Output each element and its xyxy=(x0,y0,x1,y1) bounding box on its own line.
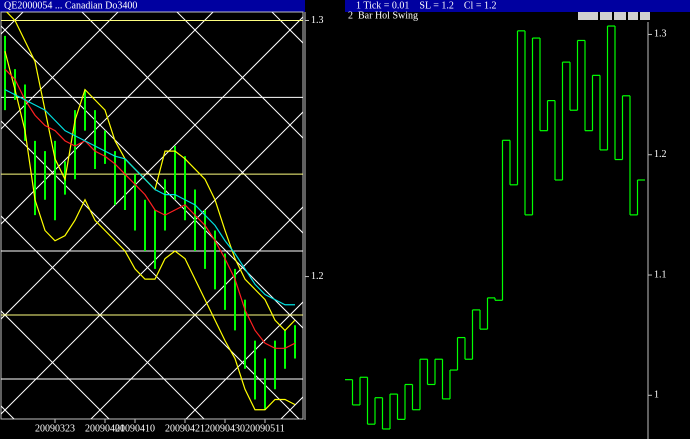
y-tick-label: 1 xyxy=(654,390,659,401)
x-tick-label: 20090401 xyxy=(85,423,125,434)
right-title: 1 Tick = 0.01 SL = 1.2 Cl = 1.2 xyxy=(356,0,496,11)
diagonal-line xyxy=(1,12,214,225)
x-tick-label: 20090410 xyxy=(115,423,155,434)
right-subtitle: 2 Bar Hol Swing xyxy=(348,10,418,21)
window-buttons[interactable] xyxy=(578,12,650,20)
left-title-bar xyxy=(0,0,305,12)
y-tick-label: 1.3 xyxy=(654,29,667,40)
y-tick-label: 1.3 xyxy=(311,15,324,26)
button[interactable] xyxy=(614,12,626,20)
y-tick-label: 1.2 xyxy=(654,149,667,160)
diagonal-line xyxy=(1,16,303,320)
x-tick-label: 20090511 xyxy=(245,423,285,434)
x-tick-label: 20090430 xyxy=(205,423,245,434)
diagonal-line xyxy=(1,12,119,130)
y-tick-label: 1.1 xyxy=(654,269,667,280)
x-tick-label: 20090421 xyxy=(165,423,205,434)
button[interactable] xyxy=(600,12,612,20)
diagonal-line xyxy=(176,12,303,139)
indicator-line xyxy=(4,89,295,306)
left-plot xyxy=(1,12,303,411)
button[interactable] xyxy=(640,12,650,20)
button[interactable] xyxy=(628,12,638,20)
diagonal-line xyxy=(1,310,110,419)
indicator-line xyxy=(4,51,296,411)
diagonal-line xyxy=(185,301,303,419)
y-tick-label: 1.2 xyxy=(311,271,324,282)
right-plot xyxy=(345,25,645,430)
indicator-line xyxy=(4,68,296,349)
x-tick-label: 20090323 xyxy=(35,423,75,434)
diagonal-line xyxy=(90,206,303,419)
left-title: QE2000054 ... Canadian Do3400 xyxy=(4,0,137,11)
right-title-bar xyxy=(345,0,690,12)
button[interactable] xyxy=(578,12,598,20)
